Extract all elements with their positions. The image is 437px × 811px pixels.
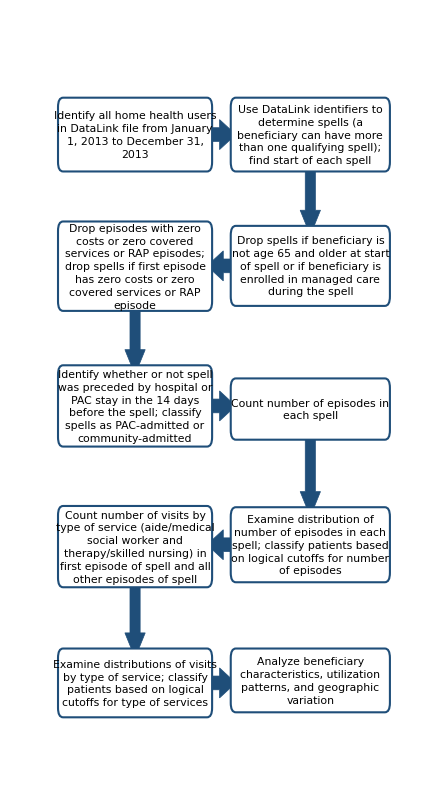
FancyBboxPatch shape [58,99,212,172]
Polygon shape [300,431,320,517]
Polygon shape [207,668,236,698]
Text: Examine distribution of
number of episodes in each
spell; classify patients base: Examine distribution of number of episod… [231,514,389,576]
Text: Identify whether or not spell
was preceded by hospital or
PAC stay in the 14 day: Identify whether or not spell was preced… [58,370,212,444]
FancyBboxPatch shape [231,508,390,582]
Text: Count number of visits by
type of service (aide/medical
social worker and
therap: Count number of visits by type of servic… [56,510,215,584]
FancyBboxPatch shape [231,99,390,172]
FancyBboxPatch shape [231,649,390,712]
Text: Count number of episodes in
each spell: Count number of episodes in each spell [231,398,389,421]
Polygon shape [125,303,145,375]
Polygon shape [207,530,236,560]
FancyBboxPatch shape [58,506,212,587]
Text: Identify all home health users
in DataLink file from January
1, 2013 to December: Identify all home health users in DataLi… [54,111,216,160]
Polygon shape [207,120,236,150]
Polygon shape [125,578,145,658]
FancyBboxPatch shape [231,379,390,440]
Polygon shape [207,392,236,422]
Text: Examine distributions of visits
by type of service; classify
patients based on l: Examine distributions of visits by type … [53,659,217,707]
Polygon shape [300,163,320,236]
FancyBboxPatch shape [58,649,212,718]
FancyBboxPatch shape [58,366,212,447]
FancyBboxPatch shape [58,222,212,311]
FancyBboxPatch shape [231,226,390,307]
Text: Use DataLink identifiers to
determine spells (a
beneficiary can have more
than o: Use DataLink identifiers to determine sp… [237,105,383,166]
Text: Drop spells if beneficiary is
not age 65 and older at start
of spell or if benef: Drop spells if beneficiary is not age 65… [232,236,389,297]
Text: Drop episodes with zero
costs or zero covered
services or RAP episodes;
drop spe: Drop episodes with zero costs or zero co… [65,224,205,311]
Text: Analyze beneficiary
characteristics, utilization
patterns, and geographic
variat: Analyze beneficiary characteristics, uti… [240,656,380,705]
Polygon shape [207,251,236,281]
